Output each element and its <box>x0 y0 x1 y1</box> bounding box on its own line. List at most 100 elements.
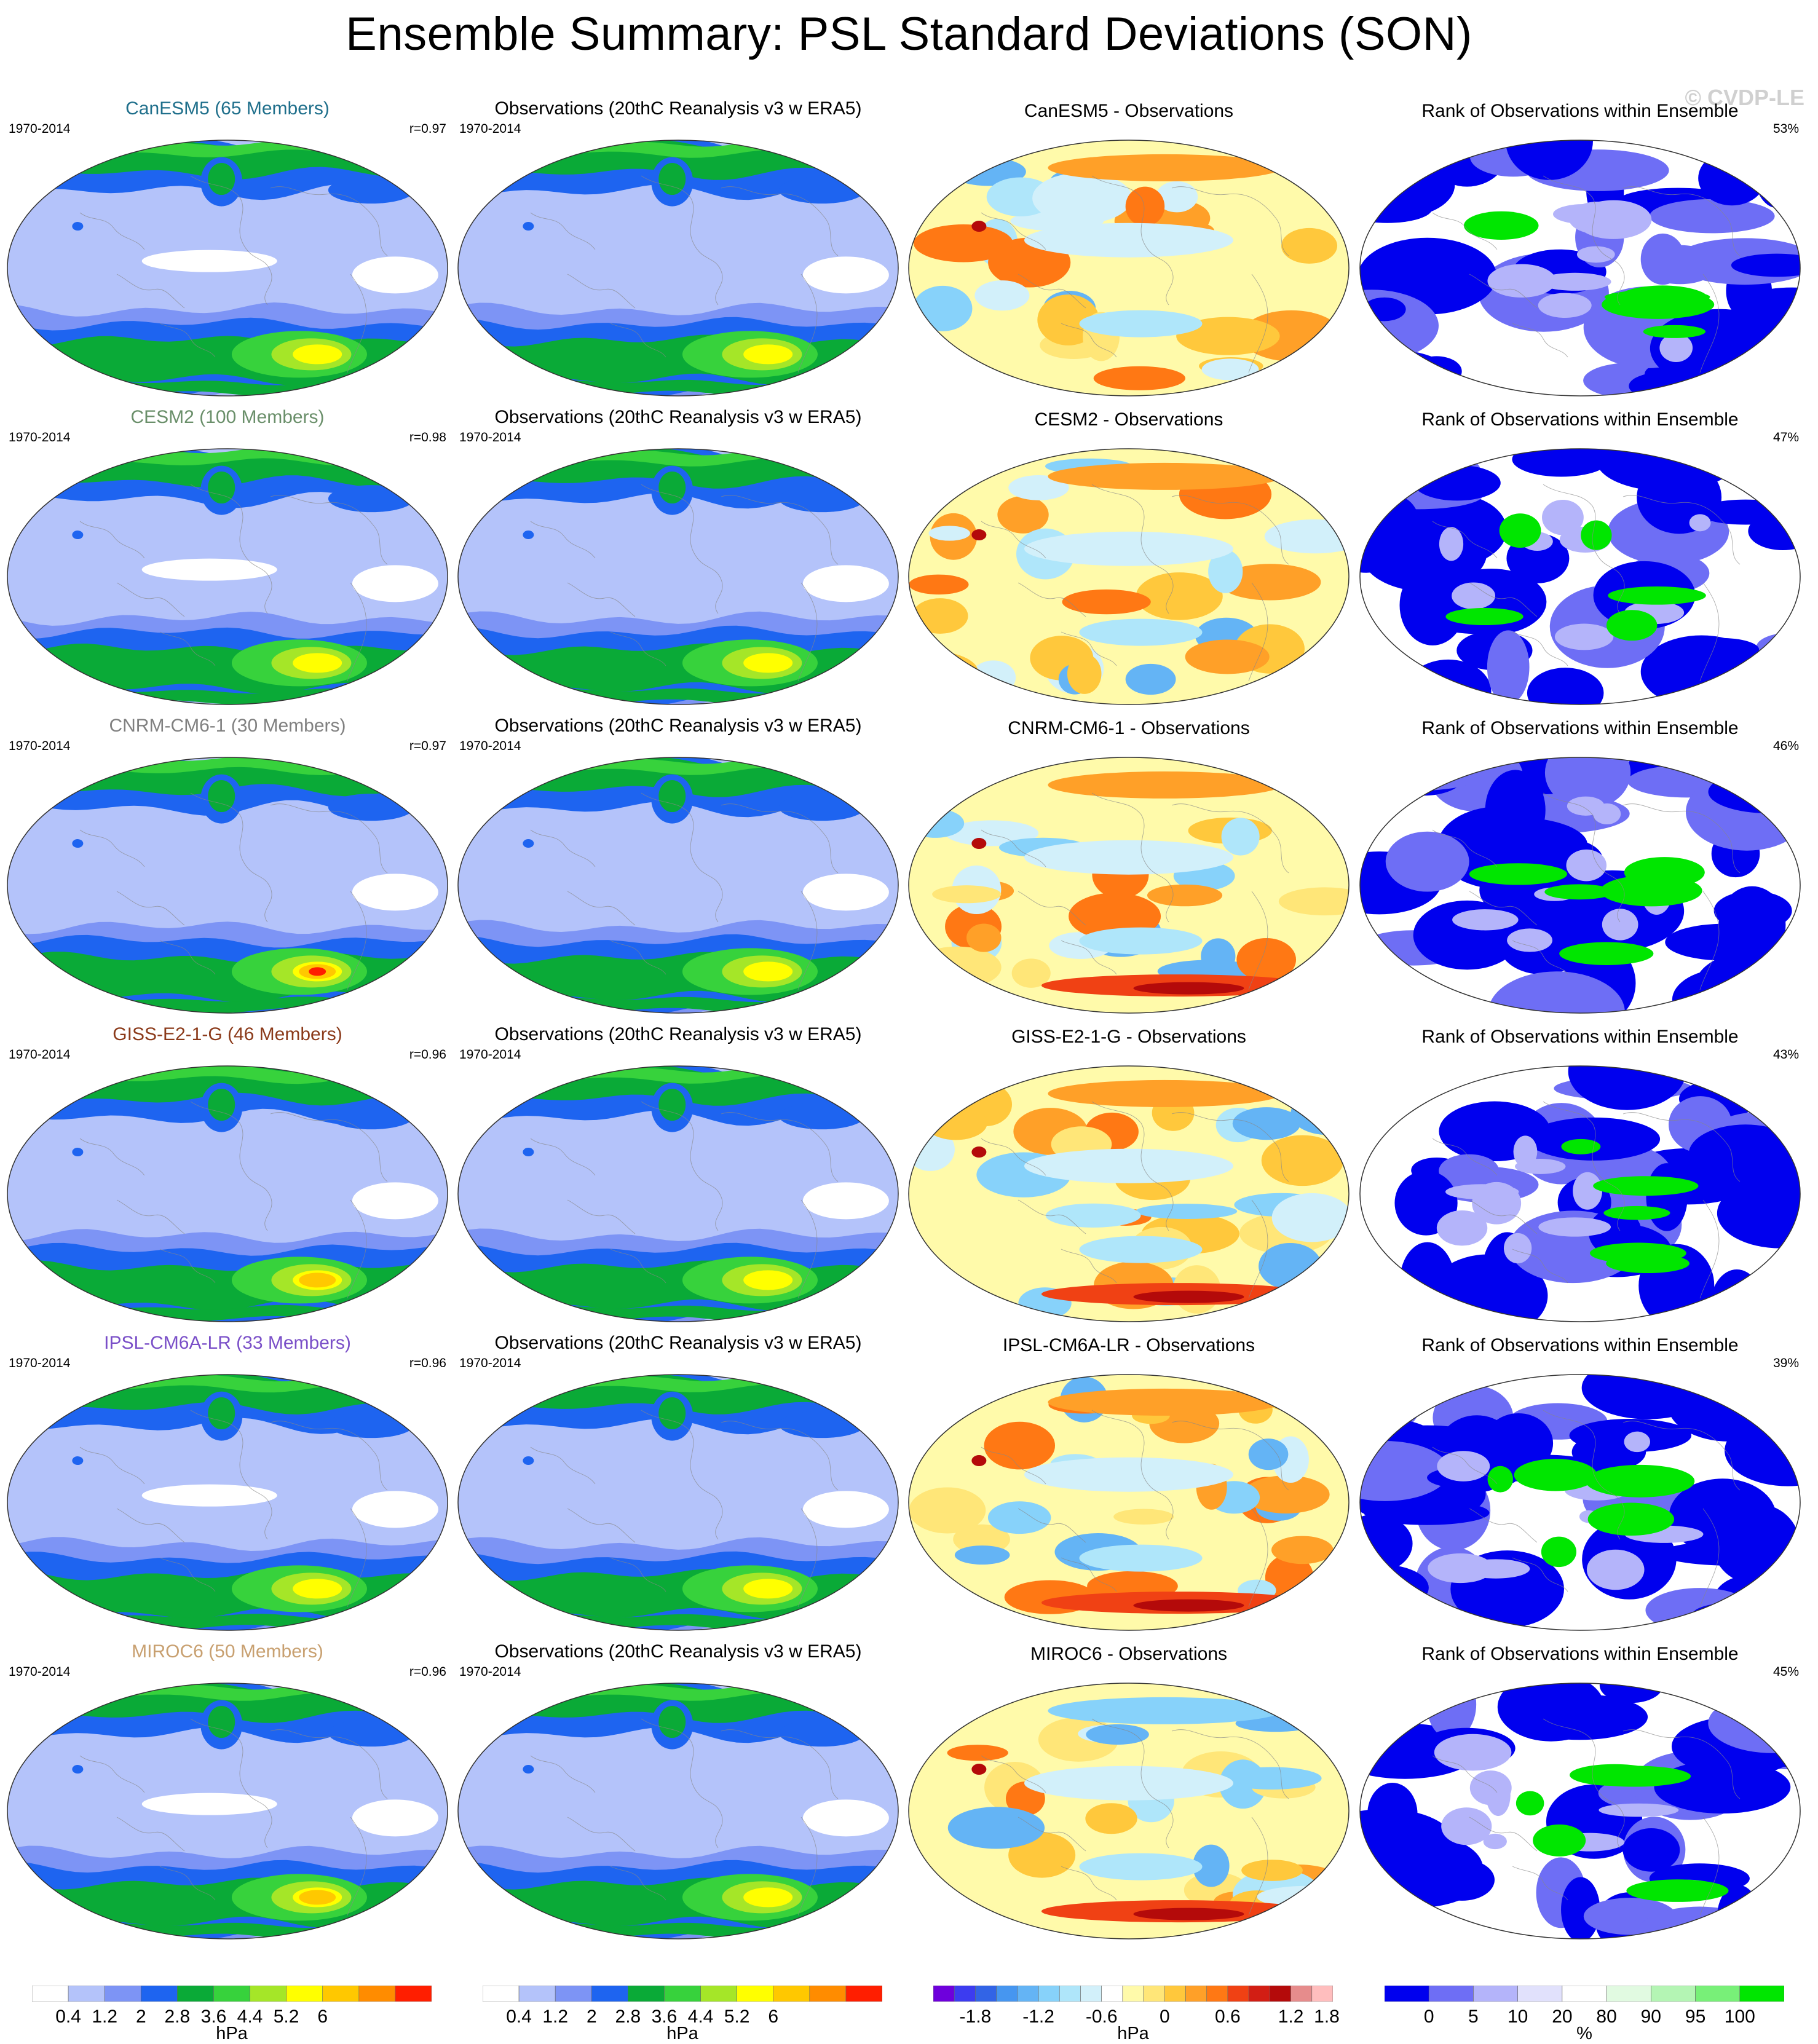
rank-low-region <box>1413 900 1522 970</box>
colorbar-box <box>1164 1985 1186 2002</box>
sd-southern-ocean-peak <box>299 1890 336 1905</box>
panel-period: 1970-2014 <box>459 1048 521 1062</box>
diff-southern-negative <box>1079 310 1203 337</box>
coastline <box>981 1755 1046 1793</box>
sd-himalaya-max <box>72 531 84 540</box>
map-model <box>7 1374 448 1631</box>
panel-diff-title: CanESM5 - Observations <box>1024 101 1234 121</box>
colorbar-box <box>395 1985 432 2002</box>
coastline <box>1432 1446 1498 1485</box>
coastline <box>1432 521 1498 559</box>
rank-low-mid-region <box>1507 928 1552 952</box>
coastline <box>1512 1557 1568 1592</box>
map-model <box>7 1683 448 1939</box>
diff-himalaya-peak <box>971 1764 987 1775</box>
coastline <box>641 1718 723 1849</box>
colorbar-box <box>773 1985 810 2002</box>
panel-obs-title: Observations (20thC Reanalysis v3 w ERA5… <box>494 1641 862 1662</box>
rank-low-mid-region <box>1624 1431 1651 1453</box>
coastline <box>610 631 666 666</box>
map-model <box>7 1065 448 1322</box>
colorbar-box <box>954 1985 976 2002</box>
map-border <box>1359 1374 1801 1631</box>
sd-himalaya-max <box>523 1765 534 1774</box>
panel-difference: IPSL-CM6A-LR - Observations <box>901 1333 1356 1640</box>
colorbar-box <box>482 1985 520 2002</box>
panel-period: 1970-2014 <box>459 1665 521 1679</box>
diff-tropical-negative <box>1024 531 1233 566</box>
map-rank <box>1359 140 1801 397</box>
rank-high-region <box>1514 1459 1597 1491</box>
panel-model-title: CESM2 (100 Members) <box>130 407 325 427</box>
colorbar-box <box>31 1985 69 2002</box>
panel-rank: Rank of Observations within Ensemble 46% <box>1353 716 1808 1023</box>
sd-north-atlantic-core <box>208 1706 235 1738</box>
colorbar-box <box>975 1985 997 2002</box>
coastline <box>981 829 1046 867</box>
panel-model: CNRM-CM6-1 (30 Members) 1970-2014 r=0.97 <box>0 716 455 1023</box>
diff-positive-anomaly <box>1067 653 1102 694</box>
colorbar-tick-label: 90 <box>1640 2007 1661 2027</box>
map-obs <box>457 448 899 705</box>
diff-southern-negative <box>1079 618 1203 646</box>
coastline <box>721 186 839 256</box>
diff-tropical-negative <box>1024 1148 1233 1183</box>
rank-low-region <box>1487 630 1530 704</box>
sd-north-atlantic-core <box>658 1706 686 1738</box>
diff-antarctic-peak <box>1133 1290 1244 1303</box>
diff-arctic-anomaly <box>1048 154 1282 181</box>
colorbar-box <box>1290 1985 1313 2002</box>
colorbar-box <box>140 1985 178 2002</box>
colorbar-box <box>358 1985 396 2002</box>
coastline <box>1699 891 1720 990</box>
coastline <box>1699 274 1720 373</box>
rank-low-region <box>1371 156 1425 192</box>
rank-high-region <box>1445 607 1524 625</box>
diff-positive-anomaly <box>913 946 1002 988</box>
diff-negative-anomaly <box>1232 1107 1301 1140</box>
coastline <box>1469 891 1538 926</box>
colorbar-tick-label: 5.2 <box>273 2007 299 2027</box>
coastline <box>641 1410 723 1540</box>
sd-south-america-min <box>802 1799 889 1837</box>
rank-low-mid-region <box>1452 582 1496 609</box>
coastline <box>1061 1557 1117 1592</box>
sd-southern-ocean-max-3 <box>743 1887 793 1908</box>
rank-high-region <box>1499 513 1541 548</box>
map-border <box>7 757 448 1014</box>
rank-low-mid-region <box>1553 203 1616 224</box>
rank-low-mid-region <box>1472 1182 1522 1225</box>
coastline <box>1171 186 1289 256</box>
sd-himalaya-max <box>72 222 84 231</box>
colorbar-box <box>1122 1985 1144 2002</box>
diff-negative-anomaly <box>913 285 973 331</box>
panel-difference: CNRM-CM6-1 - Observations <box>901 716 1356 1023</box>
diff-positive-anomaly <box>1185 639 1270 674</box>
diff-negative-anomaly <box>1201 358 1259 381</box>
panel-rank-percent: 45% <box>1773 1665 1799 1679</box>
map-obs <box>457 757 899 1014</box>
sd-north-atlantic-core <box>208 1397 235 1430</box>
diff-negative-anomaly <box>1125 663 1176 695</box>
figure-title: Ensemble Summary: PSL Standard Deviation… <box>346 8 1472 60</box>
diff-positive-anomaly <box>1147 884 1223 907</box>
coastline <box>1091 1718 1174 1849</box>
panel-model: CanESM5 (65 Members) 1970-2014 r=0.97 <box>0 98 455 406</box>
map-obs <box>457 1683 899 1939</box>
sd-himalaya-max <box>523 531 534 540</box>
coastline <box>1469 274 1538 309</box>
diff-positive-anomaly <box>1282 768 1349 793</box>
sd-southern-ocean-max-3 <box>293 653 342 673</box>
rank-low-region <box>1713 891 1792 931</box>
map-border <box>1359 448 1801 705</box>
rank-low-mid-region <box>1439 527 1464 561</box>
coastline <box>1171 1421 1289 1491</box>
rank-low-region <box>1544 757 1631 809</box>
coastline <box>116 274 185 309</box>
colorbar-stddev-obs: 0.4 1.2 2 2.8 3.6 4.4 5.2 6 hPa <box>482 1985 883 2043</box>
map-rank <box>1359 1065 1801 1322</box>
rank-low-region <box>1730 1902 1781 1939</box>
coastline <box>1171 1112 1289 1182</box>
panel-period: 1970-2014 <box>9 122 71 136</box>
sd-himalaya-max <box>523 222 534 231</box>
